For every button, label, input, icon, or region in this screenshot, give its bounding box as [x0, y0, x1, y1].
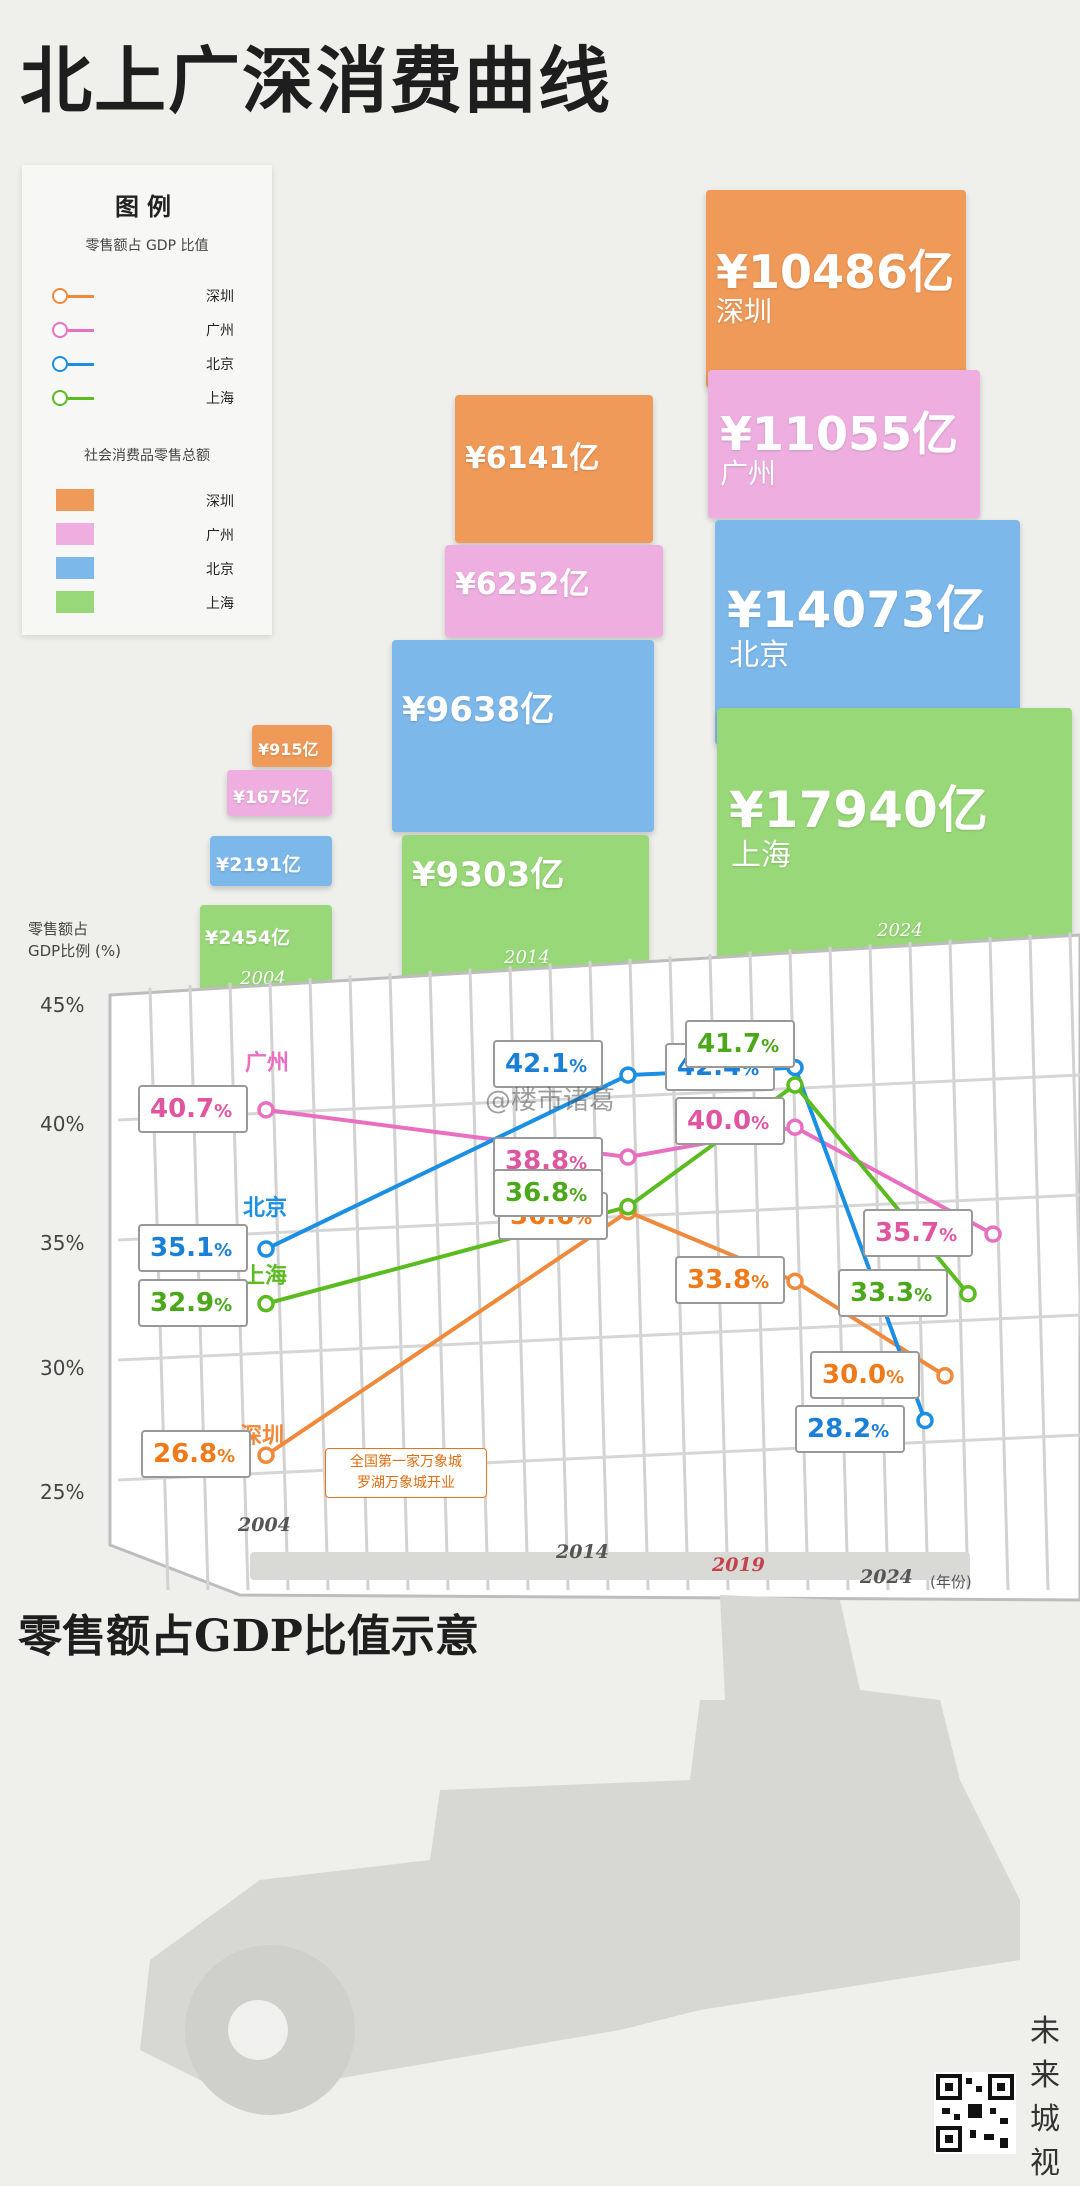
x-axis-band — [250, 1552, 970, 1580]
qr-code[interactable] — [934, 2072, 1016, 2154]
legend-box-shenzhen: 深圳 — [22, 488, 272, 512]
value-label-shanghai: 33.3% — [838, 1268, 949, 1317]
legend-line-shanghai: 上海 — [22, 385, 272, 409]
data-point-shanghai — [959, 1284, 977, 1303]
legend-total-section: 社会消费品零售总额 — [84, 448, 210, 464]
series-line-shenzhen — [264, 1209, 947, 1457]
box-2004-shanghai: ¥2454亿 2004 — [200, 905, 332, 997]
data-point-shanghai — [786, 1076, 804, 1094]
y-tick: 40% — [40, 1112, 85, 1136]
city-tag-beijing: 北京 — [243, 1196, 288, 1221]
x-tick: 2004 — [238, 1514, 291, 1536]
y-tick: 25% — [40, 1480, 85, 1504]
data-point-shenzhen — [936, 1367, 954, 1385]
data-point-shanghai — [257, 1294, 275, 1313]
legend-line-shenzhen: 深圳 — [22, 283, 272, 307]
swatch — [56, 557, 94, 579]
legend-line-beijing: 北京 — [22, 351, 272, 375]
value-label-shanghai: 41.7% — [685, 1020, 796, 1068]
box-2014-beijing: ¥9638亿 — [392, 640, 654, 832]
city-tag-guangzhou: 广州 — [245, 1051, 290, 1076]
legend-label: 北京 — [206, 562, 234, 578]
data-point-shenzhen — [257, 1446, 275, 1465]
x-tick: 2014 — [556, 1541, 609, 1563]
legend-box-beijing: 北京 — [22, 556, 272, 580]
value-label-beijing: 42.1% — [493, 1040, 604, 1089]
brand-vertical: 未来城视 — [1030, 2014, 1060, 2181]
line-marker-icon — [52, 390, 68, 406]
data-point-beijing — [257, 1240, 275, 1258]
line-marker-icon — [52, 322, 68, 338]
box-2014-shanghai: ¥9303亿 2014 — [402, 835, 649, 980]
box-2014-shenzhen: ¥6141亿 — [455, 395, 653, 543]
data-point-beijing — [916, 1411, 934, 1430]
line-marker-icon — [52, 356, 68, 372]
x-tick: 2019 — [712, 1554, 765, 1576]
data-point-guangzhou — [619, 1148, 637, 1166]
series-line-shanghai — [265, 1082, 970, 1306]
series-points — [257, 1058, 1002, 1465]
legend-line-guangzhou: 广州 — [22, 317, 272, 341]
value-label-shenzhen: 30.0% — [810, 1350, 921, 1399]
value-label-shanghai: 36.8% — [493, 1168, 604, 1217]
legend-box-guangzhou: 广州 — [22, 522, 272, 546]
box-2024-shenzhen: ¥10486亿 深圳 — [706, 190, 966, 388]
box-2004-shenzhen: ¥915亿 — [252, 725, 332, 767]
legend-label: 北京 — [206, 357, 234, 373]
swatch — [56, 523, 94, 545]
city-tag-shanghai: 上海 — [243, 1264, 288, 1289]
x-tick: 2024 — [860, 1566, 913, 1588]
data-point-shanghai — [619, 1198, 637, 1216]
y-tick: 35% — [40, 1231, 85, 1255]
cart-wheel-hub — [228, 2000, 288, 2060]
legend-label: 上海 — [206, 391, 234, 407]
y-tick: 30% — [40, 1356, 85, 1380]
watermark: @楼市诸葛 — [485, 1086, 616, 1116]
legend: 图例 零售额占 GDP 比值 深圳 广州 北京 上海 社会消费品零售总额 深圳 … — [22, 165, 272, 635]
annotation-box: 全国第一家万象城 罗湖万象城开业 — [325, 1448, 487, 1498]
box-2024-beijing: ¥14073亿 北京 — [715, 520, 1020, 745]
box-2024-guangzhou: ¥11055亿 广州 — [708, 370, 980, 518]
cart-frame — [140, 1595, 1020, 2090]
box-2024-shanghai: ¥17940亿 上海 2024 — [717, 708, 1072, 958]
value-label-beijing: 28.2% — [795, 1405, 906, 1454]
value-label-shenzhen: 26.8% — [141, 1430, 252, 1479]
x-axis-unit: (年份) — [930, 1573, 972, 1591]
legend-label: 广州 — [206, 323, 234, 339]
legend-label: 深圳 — [206, 494, 234, 510]
box-2014-guangzhou: ¥6252亿 — [445, 545, 663, 637]
y-axis-title: 零售额占 GDP比例 (%) — [28, 920, 121, 960]
legend-label: 广州 — [206, 528, 234, 544]
value-label-guangzhou: 40.0% — [675, 1097, 786, 1146]
value-label-shenzhen: 33.8% — [675, 1256, 786, 1305]
chart-subtitle: 零售额占GDP比值示意 — [18, 1611, 479, 1662]
legend-box-shanghai: 上海 — [22, 590, 272, 614]
page-title: 北上广深消费曲线 — [20, 38, 613, 123]
box-2004-beijing: ¥2191亿 — [210, 836, 332, 886]
data-point-shenzhen — [786, 1272, 804, 1291]
value-label-guangzhou: 35.7% — [863, 1209, 974, 1258]
data-point-beijing — [619, 1066, 637, 1084]
legend-label: 上海 — [206, 596, 234, 612]
value-label-guangzhou: 40.7% — [138, 1084, 249, 1133]
legend-label: 深圳 — [206, 289, 234, 305]
line-marker-icon — [52, 288, 68, 304]
swatch — [56, 591, 94, 613]
value-label-shanghai: 32.9% — [138, 1278, 249, 1327]
value-label-beijing: 35.1% — [138, 1224, 249, 1272]
swatch — [56, 489, 94, 511]
box-2004-guangzhou: ¥1675亿 — [227, 770, 332, 816]
y-tick: 45% — [40, 993, 85, 1017]
legend-ratio-section: 零售额占 GDP 比值 — [85, 238, 209, 254]
data-point-guangzhou — [984, 1225, 1002, 1243]
data-point-guangzhou — [257, 1101, 275, 1119]
data-point-guangzhou — [786, 1118, 804, 1136]
legend-title: 图例 — [115, 193, 179, 221]
